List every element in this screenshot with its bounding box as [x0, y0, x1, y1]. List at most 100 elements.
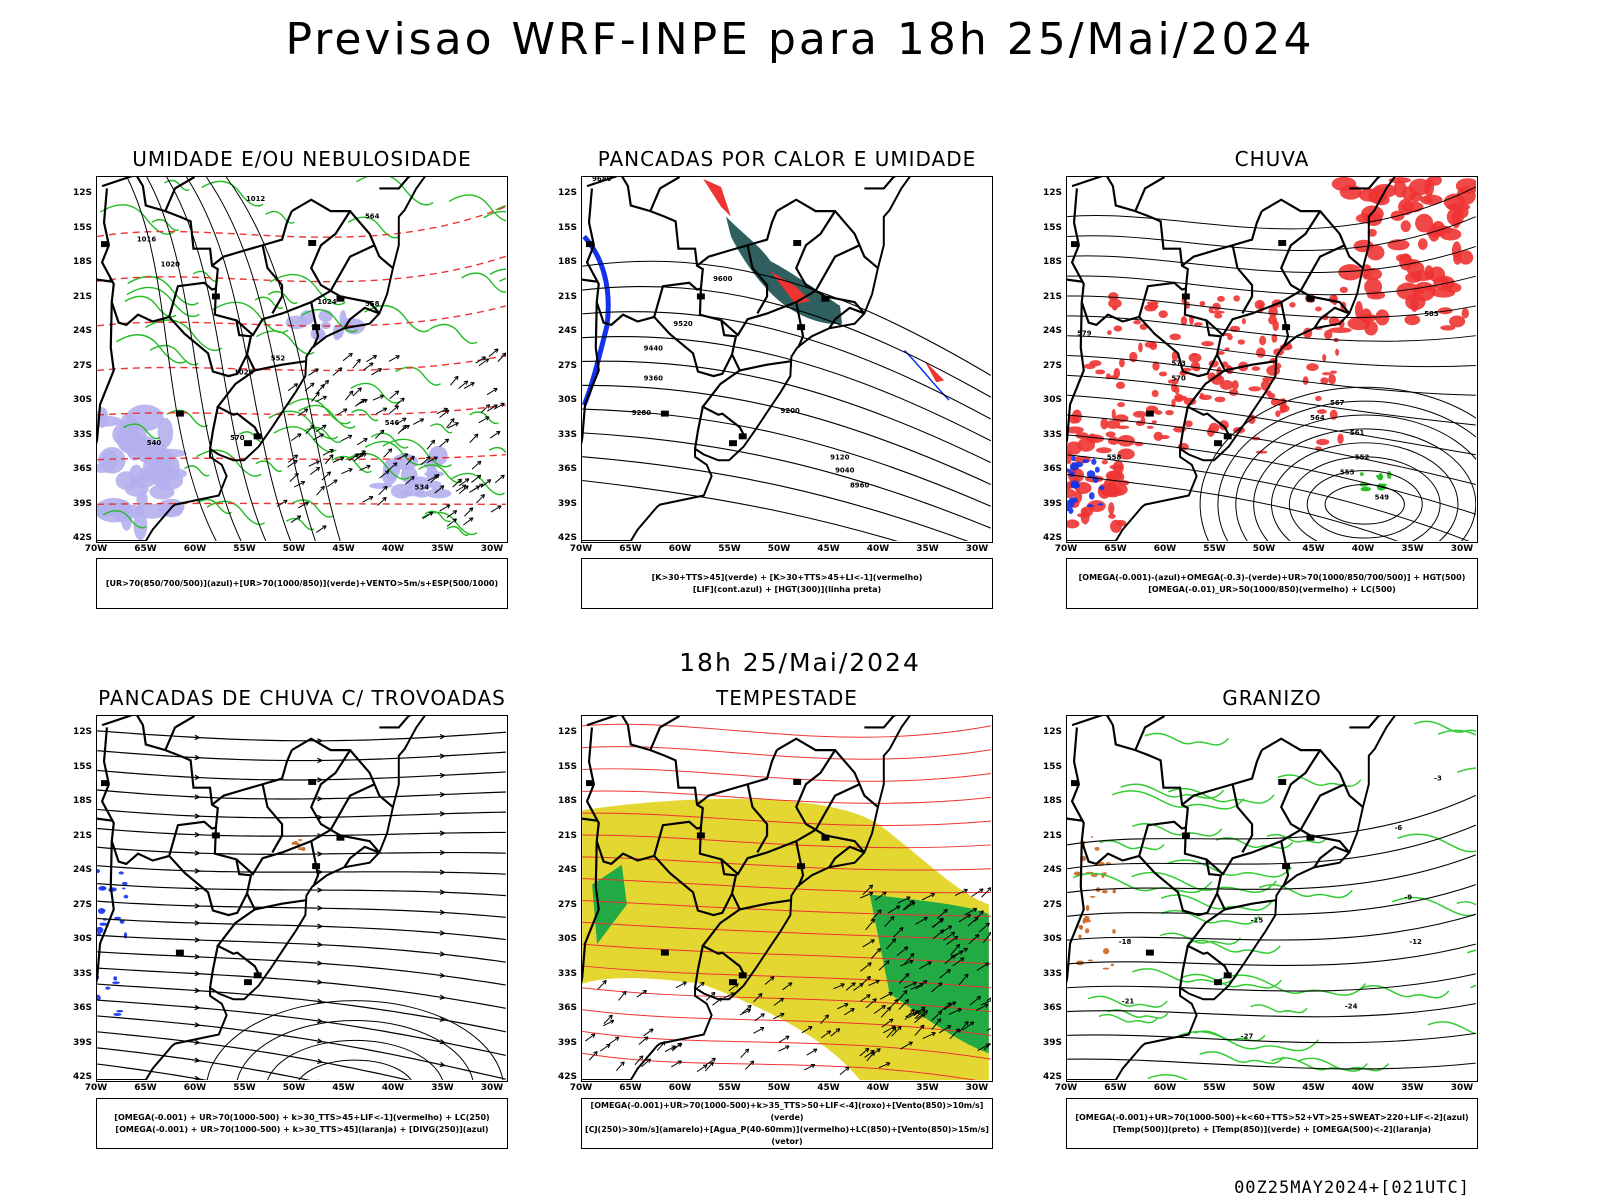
legend-line: [OMEGA(-0.001)+UR>70(1000-500)+k>35_TTS>… [590, 1100, 984, 1122]
state-border [216, 892, 262, 979]
lake-marker [1278, 778, 1287, 785]
state-border [1070, 188, 1187, 327]
state-border [97, 841, 115, 984]
legend-line: [OMEGA(-0.001)+UR>70(1000-500)+k<60+TTS>… [1075, 1112, 1469, 1122]
contour-label: 9680 [592, 177, 611, 183]
lat-tick-label: 30S [1042, 395, 1062, 405]
state-border [235, 289, 332, 337]
lake-marker [312, 324, 321, 331]
lat-tick-label: 24S [557, 326, 577, 336]
state-border [1138, 288, 1223, 378]
state-border [720, 289, 817, 337]
contour-label: 555 [1340, 469, 1355, 477]
lon-tick-label: 40W [381, 1083, 405, 1093]
lon-tick-label: 55W [1203, 1083, 1226, 1093]
lon-tick-label: 60W [668, 544, 692, 554]
lat-tick-label: 36S [72, 464, 92, 474]
lat-tick-label: 18S [1042, 257, 1062, 267]
wind-vectors [859, 884, 991, 1052]
lake-marker [1214, 979, 1222, 986]
lat-tick-label: 15S [1042, 761, 1062, 772]
state-border [1261, 198, 1364, 269]
lon-tick-label: 35W [916, 1083, 939, 1093]
state-border [701, 353, 747, 440]
lat-tick-label: 36S [72, 1003, 92, 1013]
lon-tick-label: 50W [767, 1083, 791, 1093]
contour-label: 573 [1171, 359, 1186, 367]
lat-tick-label: 15S [72, 222, 92, 233]
lake-marker [738, 972, 747, 979]
contour-label: 1028 [234, 368, 253, 376]
lon-tick-label: 60W [183, 544, 207, 554]
contour-label: 561 [1350, 429, 1365, 437]
lon-tick-label: 55W [233, 544, 256, 554]
lat-tick-label: 27S [557, 360, 577, 371]
lake-marker [101, 241, 109, 248]
state-border [310, 840, 320, 888]
legend-line: [OMEGA(-0.001) + UR>70(1000-500) + k>30_… [115, 1124, 489, 1134]
lat-tick-label: 33S [72, 429, 92, 440]
state-border [100, 188, 217, 327]
lon-tick-label: 45W [332, 1083, 355, 1093]
lon-tick-label: 55W [1203, 544, 1226, 554]
lon-tick-label: 60W [668, 1083, 692, 1093]
lat-tick-label: 21S [72, 291, 92, 302]
state-border [1224, 899, 1276, 911]
lake-marker [308, 778, 317, 785]
lake-marker [336, 295, 345, 302]
lake-marker [211, 832, 220, 839]
lon-tick-label: 35W [1401, 544, 1424, 554]
contour-label: 570 [1171, 374, 1186, 382]
lat-tick-label: 27S [557, 899, 577, 910]
geographic-boundaries [582, 177, 911, 541]
lake-marker [253, 972, 262, 979]
lake-marker [244, 440, 252, 447]
state-border [814, 244, 860, 292]
legend-line: [LIF](cont.azul) + [HGT(300)](linha pret… [692, 584, 882, 594]
lat-tick-label: 18S [557, 796, 577, 806]
panel-title: UMIDADE E/OU NEBULOSIDADE [132, 147, 472, 171]
lat-tick-label: 24S [557, 865, 577, 875]
map-plot [581, 715, 993, 1082]
lon-tick-label: 70W [84, 1083, 108, 1093]
lat-tick-label: 21S [557, 291, 577, 302]
contour-label: 552 [1355, 454, 1370, 462]
legend-line: [OMEGA(-0.001) + UR>70(1000-500) + k>30_… [114, 1112, 490, 1122]
map-plot: -3 -6 -9 -12 -15 -18 -21 -24 -27 [1066, 715, 1478, 1082]
lake-marker [797, 863, 806, 870]
lon-tick-label: 65W [619, 1083, 642, 1093]
contour-label: 1012 [246, 195, 265, 203]
legend-line: [OMEGA(-0.01)_UR>50(1000/850)(vermelho) … [1148, 584, 1396, 594]
lake-marker [312, 863, 321, 870]
contour-label: 546 [385, 419, 400, 427]
lat-tick-label: 33S [1042, 968, 1062, 979]
contour-label: 1020 [161, 260, 180, 268]
state-border [585, 727, 702, 866]
contour-label: 534 [415, 483, 430, 491]
contour-label: -6 [1394, 824, 1402, 832]
state-border [795, 301, 805, 349]
lon-tick-label: 45W [1302, 1083, 1325, 1093]
lat-tick-label: 12S [72, 727, 92, 737]
coastline [97, 716, 426, 1080]
lake-marker [1181, 293, 1190, 300]
lat-tick-label: 27S [1042, 899, 1062, 910]
coastline [1067, 177, 1396, 541]
lat-tick-label: 24S [72, 326, 92, 336]
lake-marker [797, 324, 806, 331]
state-border [1205, 289, 1302, 337]
legend-line: [OMEGA(-0.001)-(azul)+OMEGA(-0.3)-(verde… [1078, 572, 1466, 582]
map-canvas: 9680 9600 9520 9440 9360 9280 9200 9120 9040 8960 [582, 177, 991, 541]
lon-tick-label: 50W [282, 1083, 306, 1093]
lon-tick-label: 65W [1104, 544, 1127, 554]
state-border [1071, 177, 1189, 289]
lake-marker [1306, 834, 1315, 841]
lon-tick-label: 35W [1401, 1083, 1424, 1093]
state-border [1299, 783, 1345, 831]
state-border [649, 177, 681, 212]
lat-tick-label: 18S [557, 257, 577, 267]
state-border [1349, 716, 1382, 729]
lon-tick-label: 45W [1302, 544, 1325, 554]
anticyclone [206, 1000, 504, 1080]
lake-marker [1071, 241, 1079, 248]
